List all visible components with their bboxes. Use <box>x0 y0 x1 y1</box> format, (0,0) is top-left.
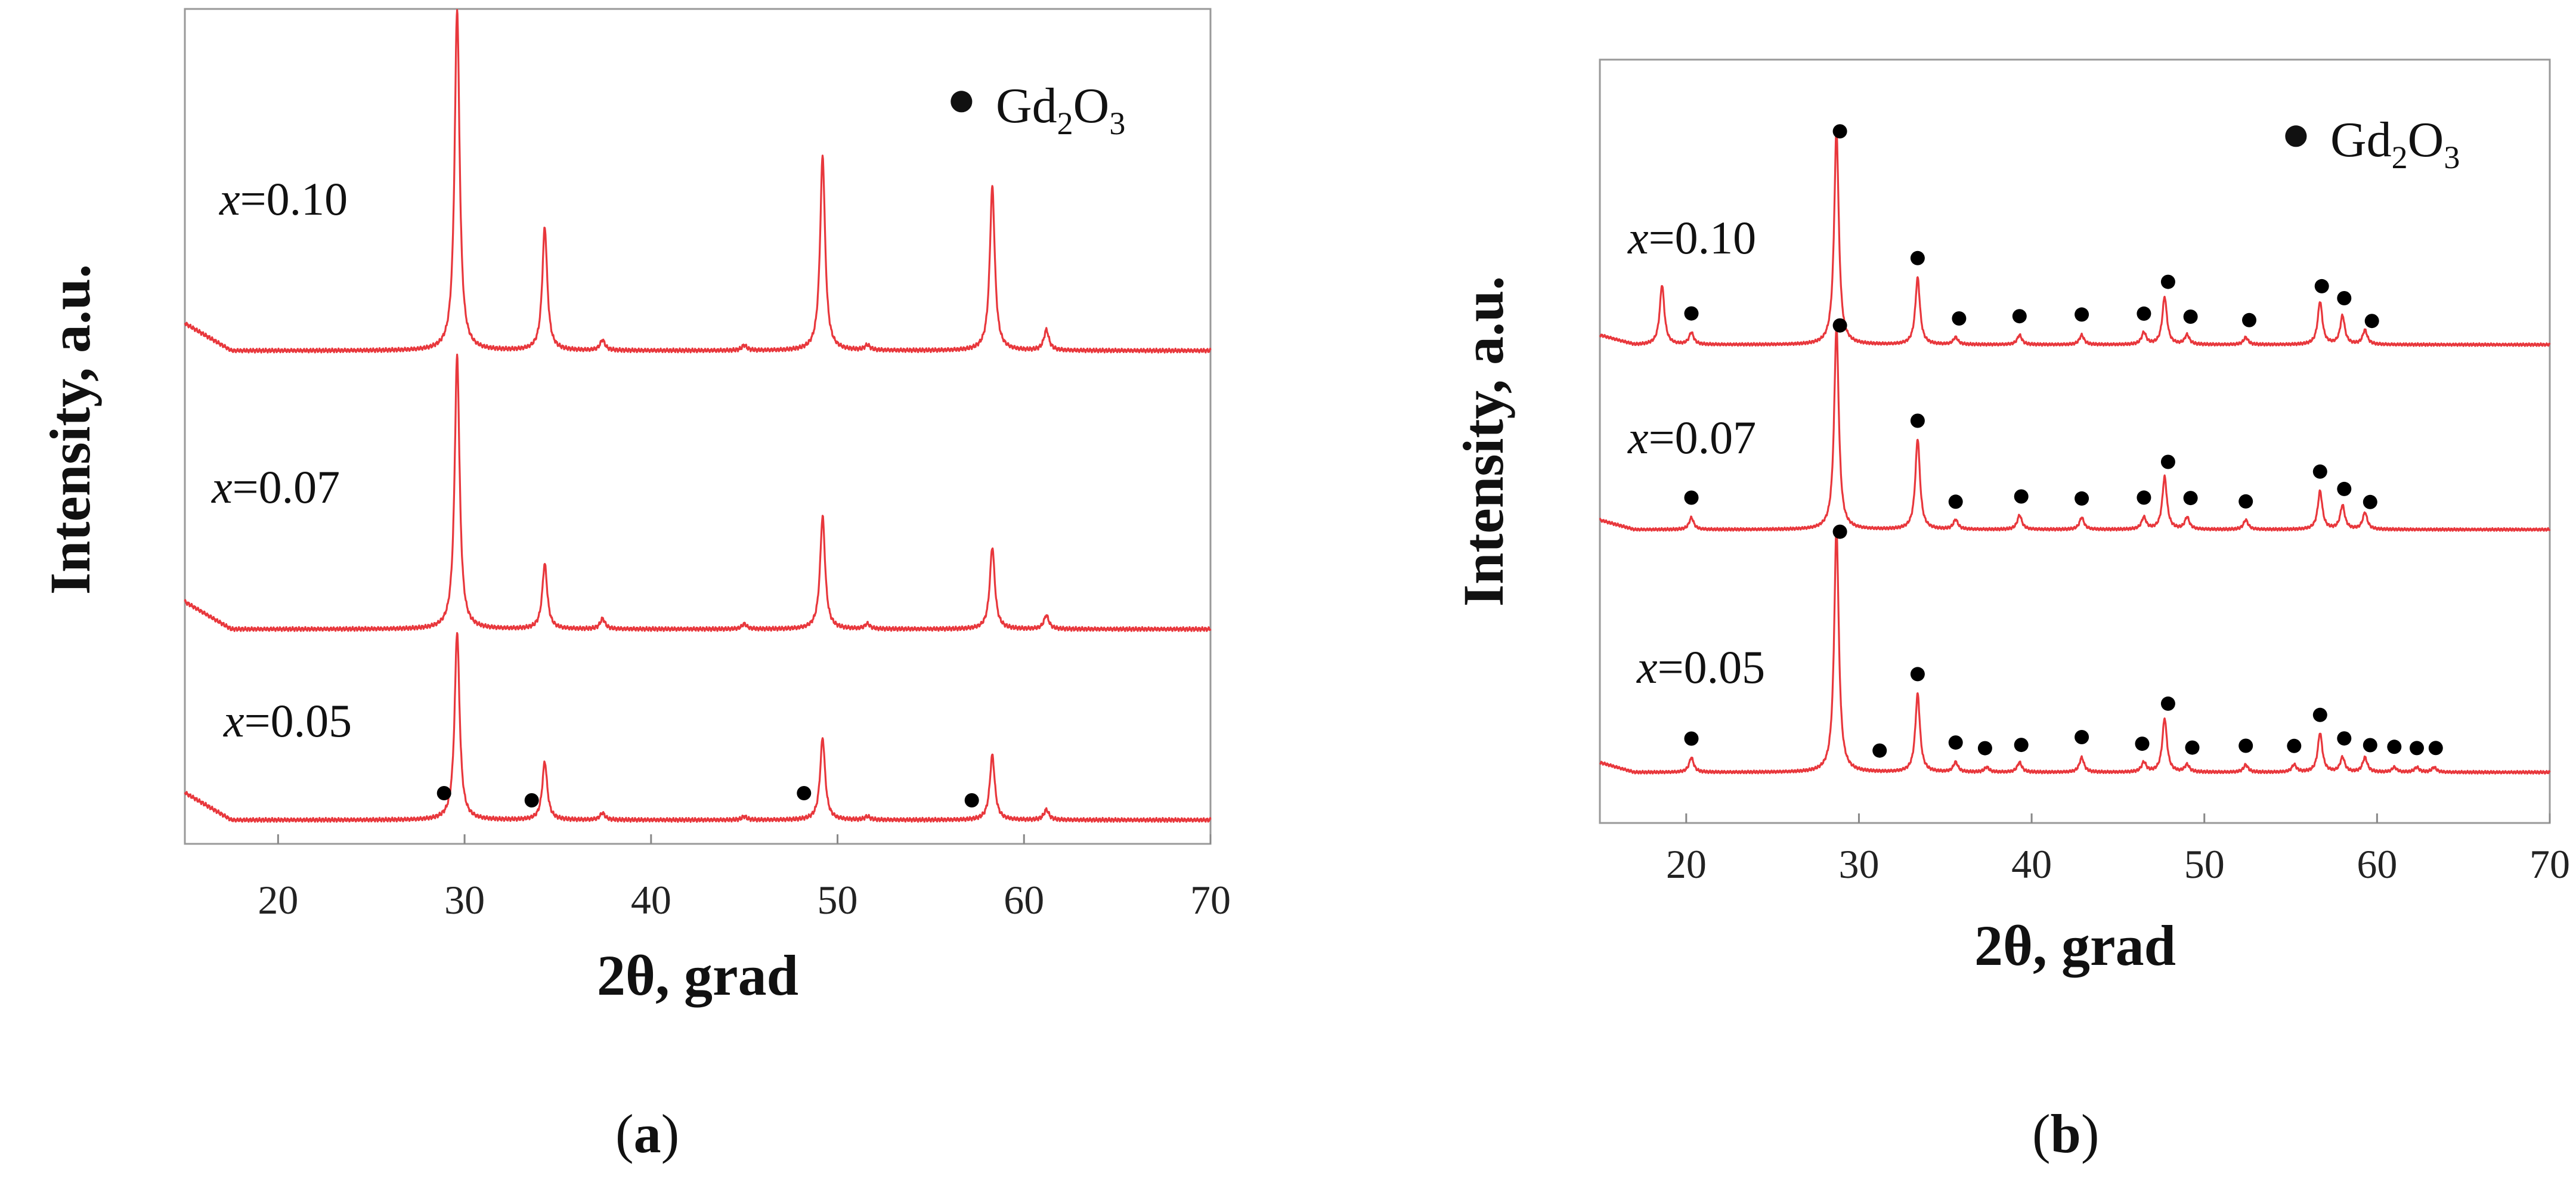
gd2o3-marker-b-2-16 <box>2387 739 2402 754</box>
series-traces-a <box>184 9 1212 823</box>
gd2o3-marker-b-1-2 <box>1910 413 1925 428</box>
gd2o3-marker-b-1-5 <box>2075 491 2089 506</box>
plot-frame-a <box>184 8 1212 845</box>
gd2o3-marker-a-2-3 <box>964 793 979 807</box>
gd2o3-marker-b-1-9 <box>2238 494 2253 509</box>
gd2o3-marker-a-2-2 <box>797 786 812 800</box>
x-tick-label-b-70: 70 <box>2529 841 2570 887</box>
series-label-b-x005: x=0.05 <box>1636 641 1765 693</box>
trace-b-x010 <box>1599 128 2551 347</box>
gd2o3-marker-b-1-7 <box>2160 454 2175 469</box>
x-tick-label-b-20: 20 <box>1666 841 1707 887</box>
panel-b: 20 30 40 50 60 70 Intensity, a.u. 2θ, grad x=… <box>1451 58 2570 1164</box>
gd2o3-marker-a-2-0 <box>436 786 451 800</box>
x-axis-title-b: 2θ, grad <box>1974 914 2176 977</box>
gd2o3-marker-b-0-3 <box>1952 311 1967 326</box>
gd2o3-marker-b-2-17 <box>2410 741 2424 756</box>
gd2o3-marker-b-2-2 <box>1872 743 1887 758</box>
legend-label-b: Gd2O3 <box>2330 112 2460 175</box>
gd2o3-marker-b-0-5 <box>2075 307 2089 322</box>
gd2o3-marker-b-2-3 <box>1910 667 1925 682</box>
gd2o3-marker-b-1-0 <box>1684 490 1699 505</box>
x-tick-label-b-60: 60 <box>2357 841 2397 887</box>
panel-caption-b: (b) <box>2032 1103 2099 1164</box>
legend-marker-b: ● <box>2281 106 2311 162</box>
x-axis-title-a: 2θ, grad <box>597 943 798 1007</box>
gd2o3-marker-b-1-4 <box>2014 489 2029 504</box>
gd2o3-marker-b-2-14 <box>2337 731 2352 746</box>
legend-marker-a: ● <box>946 72 977 127</box>
x-tick-label-b-30: 30 <box>1838 841 1879 887</box>
gd2o3-marker-b-2-18 <box>2428 741 2443 756</box>
gd2o3-marker-b-2-0 <box>1684 731 1699 746</box>
x-tick-label-b-40: 40 <box>2011 841 2052 887</box>
gd2o3-marker-b-1-11 <box>2337 481 2352 496</box>
legend-label-a: Gd2O3 <box>996 78 1125 141</box>
gd2o3-marker-b-2-9 <box>2160 696 2175 711</box>
x-tick-label-a-70: 70 <box>1190 877 1231 923</box>
y-axis-title-a: Intensity, a.u. <box>38 264 102 595</box>
gd2o3-marker-b-1-6 <box>2137 490 2151 505</box>
gd2o3-marker-b-2-10 <box>2185 740 2200 755</box>
x-tick-label-a-50: 50 <box>818 877 858 923</box>
gd2o3-marker-b-1-8 <box>2183 491 2198 506</box>
trace-a-x010 <box>184 9 1212 354</box>
series-label-a-x005: x=0.05 <box>223 695 352 747</box>
plot-frame-b <box>1599 58 2551 824</box>
x-ticks-a: 20 30 40 50 60 70 <box>258 834 1231 923</box>
x-tick-label-a-20: 20 <box>258 877 298 923</box>
series-label-a-x007: x=0.07 <box>211 461 340 513</box>
series-label-b-x007: x=0.07 <box>1627 411 1756 463</box>
gd2o3-marker-b-2-12 <box>2287 738 2302 753</box>
gd2o3-marker-b-0-6 <box>2137 306 2151 321</box>
trace-a-x005 <box>184 632 1212 823</box>
trace-b-x005 <box>1599 527 2551 775</box>
gd2o3-marker-b-0-8 <box>2183 310 2198 324</box>
series-traces-b <box>1599 128 2551 775</box>
x-tick-label-a-30: 30 <box>444 877 485 923</box>
legend-a: ● Gd2O3 <box>946 72 1125 141</box>
series-label-b-x010: x=0.10 <box>1627 212 1756 264</box>
series-label-a-x010: x=0.10 <box>219 173 348 225</box>
gd2o3-marker-b-2-1 <box>1832 524 1847 539</box>
y-axis-title-b: Intensity, a.u. <box>1451 276 1515 607</box>
gd2o3-marker-b-0-10 <box>2314 278 2329 293</box>
gd2o3-marker-b-2-7 <box>2075 730 2089 744</box>
gd2o3-marker-b-1-3 <box>1948 494 1963 509</box>
gd2o3-marker-b-0-2 <box>1910 250 1925 265</box>
gd2o3-marker-b-2-15 <box>2363 738 2377 753</box>
x-tick-label-a-60: 60 <box>1004 877 1044 923</box>
gd2o3-marker-b-0-0 <box>1684 306 1699 321</box>
gd2o3-marker-b-0-7 <box>2160 274 2175 289</box>
gd2o3-marker-b-2-11 <box>2238 738 2253 753</box>
gd2o3-marker-b-0-12 <box>2364 314 2379 329</box>
gd2o3-marker-b-0-9 <box>2242 312 2256 327</box>
x-ticks-b: 20 30 40 50 60 70 <box>1666 813 2570 887</box>
x-tick-label-b-50: 50 <box>2184 841 2225 887</box>
gd2o3-marker-b-2-5 <box>1977 741 1992 756</box>
gd2o3-marker-b-2-8 <box>2135 737 2150 751</box>
gd2o3-marker-b-0-1 <box>1832 124 1847 139</box>
panel-a: 20 30 40 50 60 70 Intensity, a.u. 2θ, grad x=… <box>38 8 1231 1164</box>
x-tick-label-a-40: 40 <box>631 877 671 923</box>
gd2o3-marker-b-1-1 <box>1832 318 1847 333</box>
gd2o3-marker-b-0-4 <box>2012 309 2027 324</box>
gd2o3-markers-b <box>1684 124 2443 758</box>
gd2o3-marker-a-2-1 <box>524 793 539 807</box>
legend-b: ● Gd2O3 <box>2281 106 2460 175</box>
gd2o3-marker-b-2-13 <box>2312 707 2327 722</box>
gd2o3-markers-a <box>436 786 979 807</box>
panel-caption-a: (a) <box>615 1103 679 1164</box>
gd2o3-marker-b-1-10 <box>2312 464 2327 479</box>
trace-a-x007 <box>184 354 1212 632</box>
gd2o3-marker-b-2-4 <box>1948 735 1963 750</box>
trace-b-x007 <box>1599 326 2551 532</box>
gd2o3-marker-b-2-6 <box>2014 738 2029 753</box>
gd2o3-marker-b-1-12 <box>2363 494 2377 509</box>
gd2o3-marker-b-0-11 <box>2337 291 2352 305</box>
